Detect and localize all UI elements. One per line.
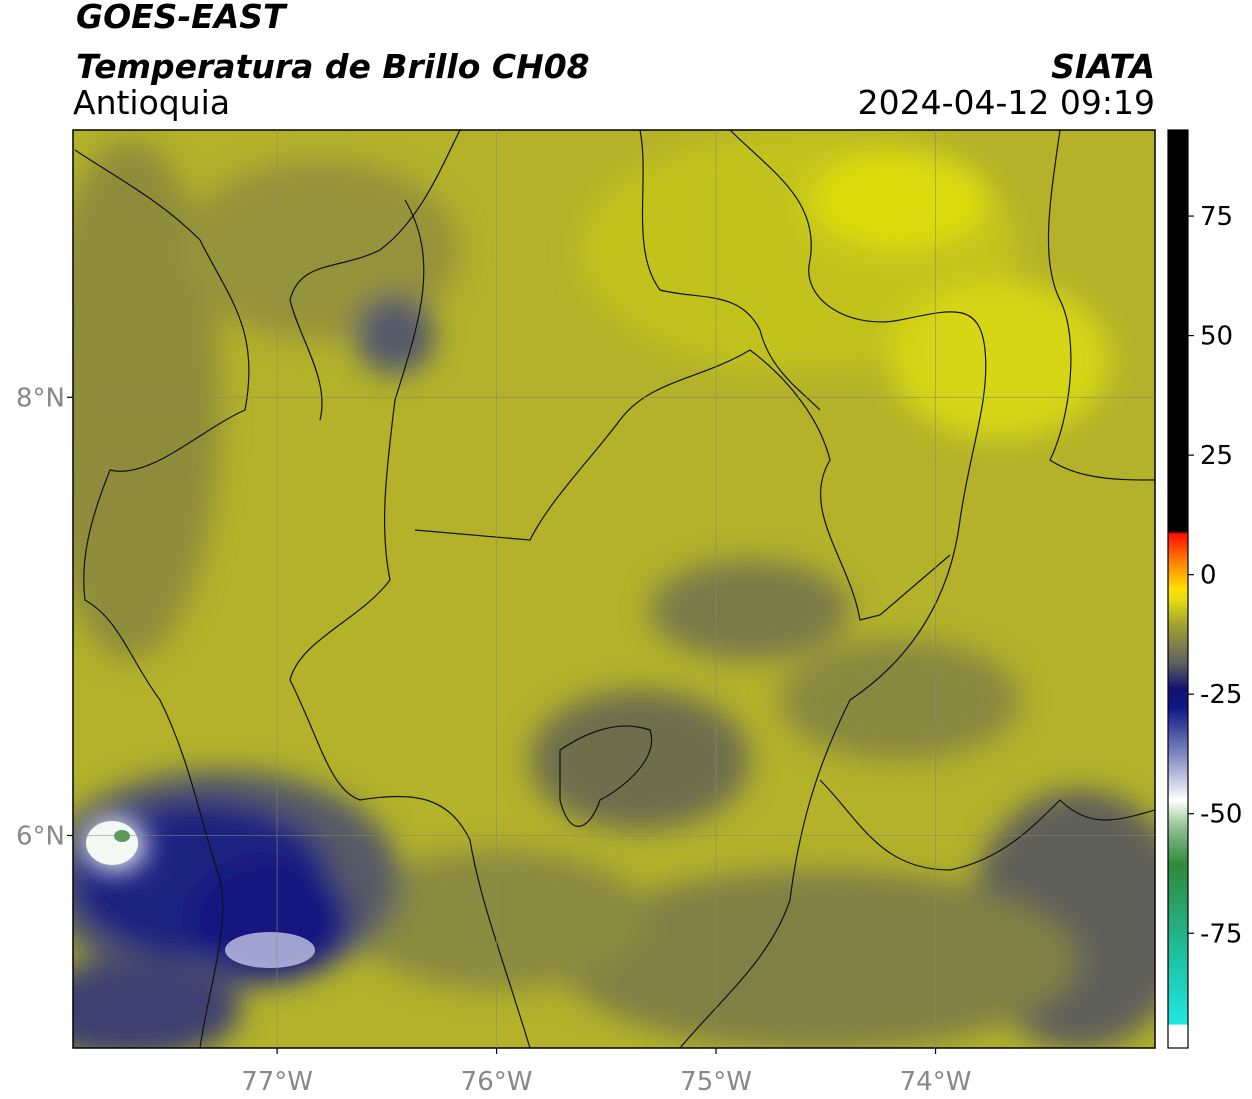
map-imagery [73, 130, 1155, 1048]
x-tick-label: 75°W [680, 1067, 752, 1097]
satellite-title: GOES-EAST [76, 0, 288, 36]
x-tick-label: 77°W [241, 1067, 313, 1097]
overlay: 77°W 76°W 75°W 74°W 6°N 8°N 75 50 25 0 -25 -50 -75 [16, 130, 1242, 1097]
datetime-label: 2024-04-12 09:19 [858, 83, 1155, 122]
x-tick-label: 76°W [461, 1067, 533, 1097]
colorbar-tick-label: 25 [1200, 441, 1233, 471]
map-frame [72, 129, 1156, 1049]
region-label: Antioquia [73, 83, 230, 122]
colorbar-tick-label: -75 [1200, 919, 1242, 949]
x-tick-label: 74°W [900, 1067, 972, 1097]
y-tick-label: 6°N [16, 821, 65, 851]
colorbar-tick-label: -50 [1200, 800, 1242, 830]
product-title: Temperatura de Brillo CH08 [76, 47, 590, 86]
colorbar-tick-label: 50 [1200, 322, 1233, 352]
colorbar-tick-label: -25 [1200, 680, 1242, 710]
colorbar-tick-label: 0 [1200, 561, 1217, 591]
source-label: SIATA [1051, 47, 1155, 86]
y-tick-label: 8°N [16, 383, 65, 413]
colorbar-tick-label: 75 [1200, 202, 1233, 232]
colorbar [1167, 129, 1189, 1049]
